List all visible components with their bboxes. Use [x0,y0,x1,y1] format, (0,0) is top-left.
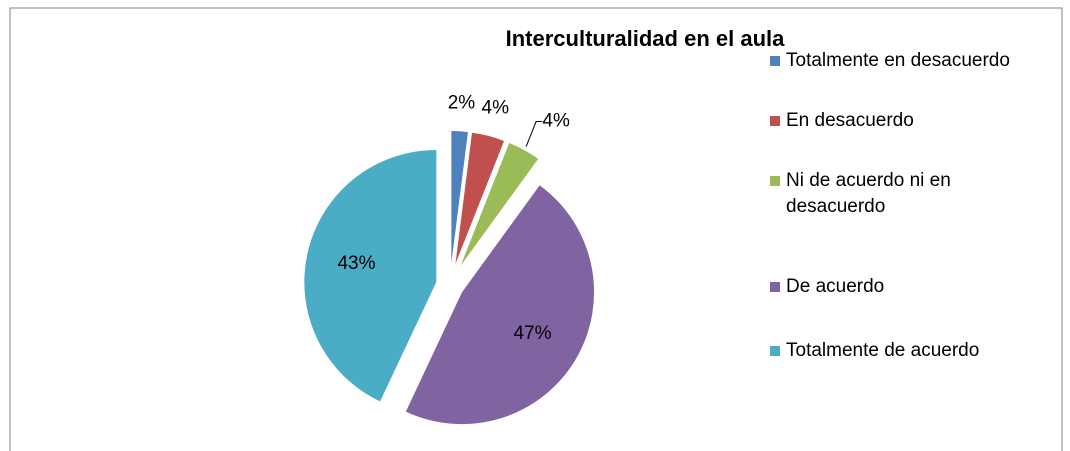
leader-line [525,121,543,147]
legend-label: Ni de acuerdo ni en desacuerdo [786,170,951,217]
pie-slice [455,132,505,264]
pie-slice [460,142,539,266]
legend-label: De acuerdo [786,276,885,297]
legend-label: Totalmente de acuerdo [786,340,980,361]
pie-slice [405,185,595,425]
legend-label: Totalmente en desacuerdo [786,50,1010,71]
legend-swatch [770,282,780,292]
frame [9,7,1063,451]
chart-title: Interculturalidad en el aula [506,26,786,51]
legend-item: En desacuerdo [770,108,1070,134]
legend-swatch [770,56,780,66]
legend-item: Ni de acuerdo ni en desacuerdo [770,168,1025,220]
legend-swatch [770,116,780,126]
legend-swatch [770,346,780,356]
legend-item: De acuerdo [770,274,1070,300]
data-label: 4% [542,111,570,132]
legend-item: Totalmente en desacuerdo [770,48,1070,74]
pie-slice [304,149,437,402]
data-label: 4% [482,98,510,119]
data-label: 2% [448,92,476,113]
legend-item: Totalmente de acuerdo [770,338,1070,364]
data-label: 43% [337,253,375,274]
legend-swatch [770,176,780,186]
legend-label: En desacuerdo [786,110,914,131]
data-label: 47% [513,323,551,344]
pie-slice [451,131,468,264]
